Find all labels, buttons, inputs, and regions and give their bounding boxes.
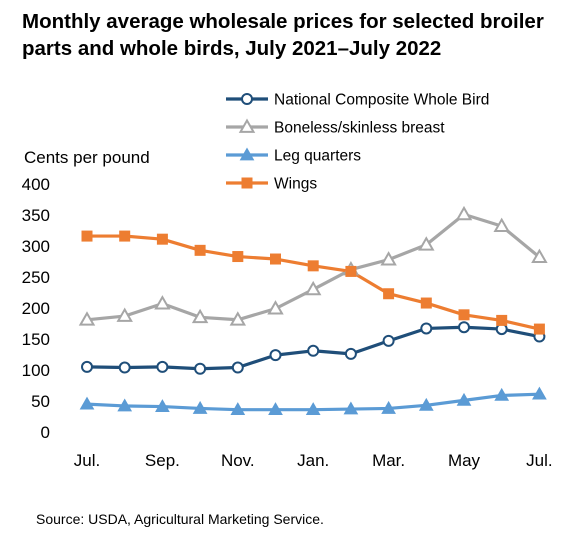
y-tick-label: 50: [31, 392, 50, 411]
y-tick-label: 350: [22, 206, 50, 225]
legend: National Composite Whole Bird Boneless/sk…: [226, 92, 489, 193]
data-point-national-composite-whole-bird: [458, 321, 470, 334]
x-tick-label: Jul.: [526, 451, 552, 470]
data-point-boneless-skinless-breast: [191, 308, 209, 324]
data-point-national-composite-whole-bird: [156, 360, 169, 373]
x-tick-label: Mar.: [372, 451, 405, 470]
legend-label: Wings: [274, 176, 317, 193]
legend-label: Boneless/skinless breast: [274, 120, 445, 137]
data-point-national-composite-whole-bird: [344, 347, 357, 360]
legend-item-national-composite-whole-bird: National Composite Whole Bird: [226, 92, 489, 109]
data-point-leg-quarters: [381, 400, 396, 414]
data-point-leg-quarters: [418, 397, 434, 411]
data-point-wings: [156, 233, 168, 245]
y-tick-label: 0: [41, 423, 50, 442]
data-point-wings: [496, 314, 508, 326]
data-point-wings: [383, 288, 395, 300]
data-point-national-composite-whole-bird: [382, 334, 395, 347]
y-tick-label: 400: [22, 175, 50, 194]
legend-item-leg-quarters: Leg quarters: [226, 147, 361, 165]
data-point-boneless-skinless-breast: [455, 205, 473, 221]
data-point-wings: [119, 230, 131, 242]
data-point-wings: [533, 323, 545, 335]
data-point-boneless-skinless-breast: [78, 311, 96, 326]
y-axis-label: Cents per pound: [24, 148, 150, 167]
legend-swatch-marker: [241, 93, 253, 105]
data-point-national-composite-whole-bird: [118, 361, 131, 374]
series-lines: [86, 212, 541, 412]
data-point-wings: [458, 309, 470, 321]
legend-swatch-marker: [241, 177, 253, 189]
data-point-leg-quarters: [268, 402, 283, 416]
data-point-boneless-skinless-breast: [304, 280, 322, 296]
legend-label: Leg quarters: [274, 148, 361, 165]
y-tick-label: 150: [22, 330, 50, 349]
data-point-national-composite-whole-bird: [81, 360, 93, 373]
legend-label: National Composite Whole Bird: [274, 92, 489, 109]
chart-title: Monthly average wholesale prices for sel…: [22, 10, 544, 60]
x-tick-label: Nov.: [221, 451, 255, 470]
y-tick-label: 300: [22, 237, 50, 256]
data-point-leg-quarters: [494, 387, 510, 401]
data-point-leg-quarters: [155, 399, 170, 412]
data-point-wings: [345, 265, 357, 277]
x-tick-label: Sep.: [145, 451, 180, 470]
data-point-leg-quarters: [230, 402, 246, 416]
source-note: Source: USDA, Agricultural Marketing Ser…: [36, 511, 324, 527]
data-point-leg-quarters: [305, 402, 321, 416]
data-point-leg-quarters: [79, 396, 95, 410]
data-point-boneless-skinless-breast: [380, 251, 397, 266]
series-points-wings: [81, 230, 545, 335]
data-point-boneless-skinless-breast: [531, 248, 548, 264]
data-point-leg-quarters: [192, 400, 208, 414]
data-point-boneless-skinless-breast: [418, 236, 435, 251]
series-points-leg-quarters: [79, 386, 547, 416]
data-point-national-composite-whole-bird: [231, 361, 244, 374]
y-tick-label: 100: [22, 361, 50, 380]
series-markers: [78, 205, 548, 416]
data-point-wings: [307, 260, 319, 272]
x-tick-label: Jul.: [74, 451, 100, 470]
data-point-wings: [420, 297, 432, 309]
data-point-national-composite-whole-bird: [420, 322, 433, 335]
x-tick-label: Jan.: [297, 451, 329, 470]
data-point-leg-quarters: [343, 401, 359, 415]
y-tick-label: 250: [22, 268, 50, 287]
data-point-wings: [270, 253, 281, 265]
data-point-boneless-skinless-breast: [116, 307, 133, 322]
data-point-national-composite-whole-bird: [269, 349, 282, 362]
legend-item-boneless-skinless-breast: Boneless/skinless breast: [226, 118, 445, 137]
y-tick-label: 200: [22, 299, 50, 318]
data-point-boneless-skinless-breast: [154, 295, 171, 310]
data-point-leg-quarters: [117, 398, 133, 412]
data-point-boneless-skinless-breast: [493, 217, 510, 233]
data-point-boneless-skinless-breast: [267, 300, 284, 315]
x-tick-label: May: [448, 451, 481, 470]
data-point-wings: [81, 230, 93, 242]
legend-item-wings: Wings: [226, 176, 317, 193]
series-points-national-composite-whole-bird: [81, 321, 546, 375]
data-point-leg-quarters: [532, 386, 547, 400]
data-point-national-composite-whole-bird: [307, 344, 320, 357]
y-axis-ticks: 0 50 100 150 200 250 300 350 400: [22, 175, 50, 442]
data-point-leg-quarters: [456, 392, 472, 406]
data-point-national-composite-whole-bird: [194, 362, 207, 375]
x-axis-ticks: Jul. Sep. Nov. Jan. Mar. May Jul.: [74, 451, 553, 470]
data-point-wings: [194, 244, 206, 256]
data-point-boneless-skinless-breast: [229, 311, 247, 326]
legend-swatch-marker: [238, 118, 256, 133]
data-point-wings: [232, 251, 244, 263]
legend-swatch-marker: [239, 147, 255, 161]
